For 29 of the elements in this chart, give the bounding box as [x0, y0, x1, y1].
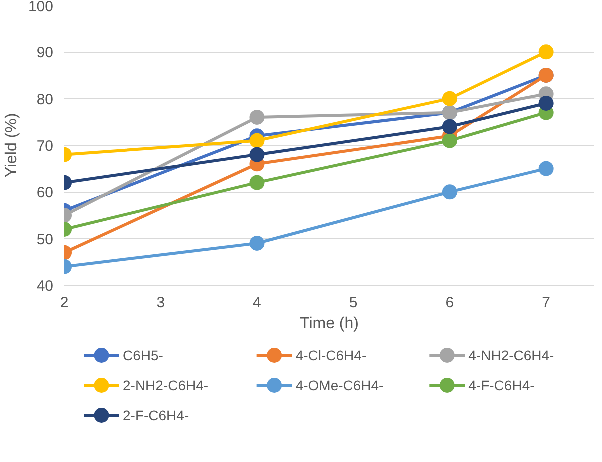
point: [538, 44, 554, 60]
legend-label: 2-F-C6H4-: [122, 408, 190, 424]
x-tick-label: 3: [156, 294, 166, 312]
point: [538, 161, 554, 176]
point: [442, 119, 458, 134]
point: [442, 184, 458, 200]
legend-label: 4-F-C6H4-: [468, 378, 536, 394]
legend-label: 4-OMe-C6H4-: [296, 378, 384, 394]
x-tick-label: 7: [542, 294, 550, 312]
x-axis-title: Time (h): [300, 316, 359, 332]
y-axis-title: Yield (%): [3, 113, 20, 178]
x-tick-label: 4: [253, 294, 262, 312]
y-tick-label: 90: [36, 44, 54, 62]
x-tick-label: 2: [60, 294, 69, 312]
y-tick-label: 60: [36, 184, 54, 202]
legend-label: 4-Cl-C6H4-: [296, 348, 367, 364]
y-tick-label: 80: [36, 91, 54, 108]
y-tick-label: 40: [36, 278, 54, 295]
x-tick-label: 5: [349, 294, 358, 312]
legend-label: 4-NH2-C6H4-: [468, 348, 555, 364]
y-tick-label: 50: [36, 231, 54, 248]
point: [442, 91, 458, 106]
y-tick-label: 100: [28, 0, 54, 16]
point: [538, 96, 554, 111]
legend-label: C6H5-: [122, 348, 164, 364]
y-tick-label: 70: [36, 138, 54, 155]
legend-label: 2-NH2-C6H4-: [122, 378, 209, 394]
point: [442, 133, 458, 148]
x-tick-label: 6: [446, 294, 454, 312]
